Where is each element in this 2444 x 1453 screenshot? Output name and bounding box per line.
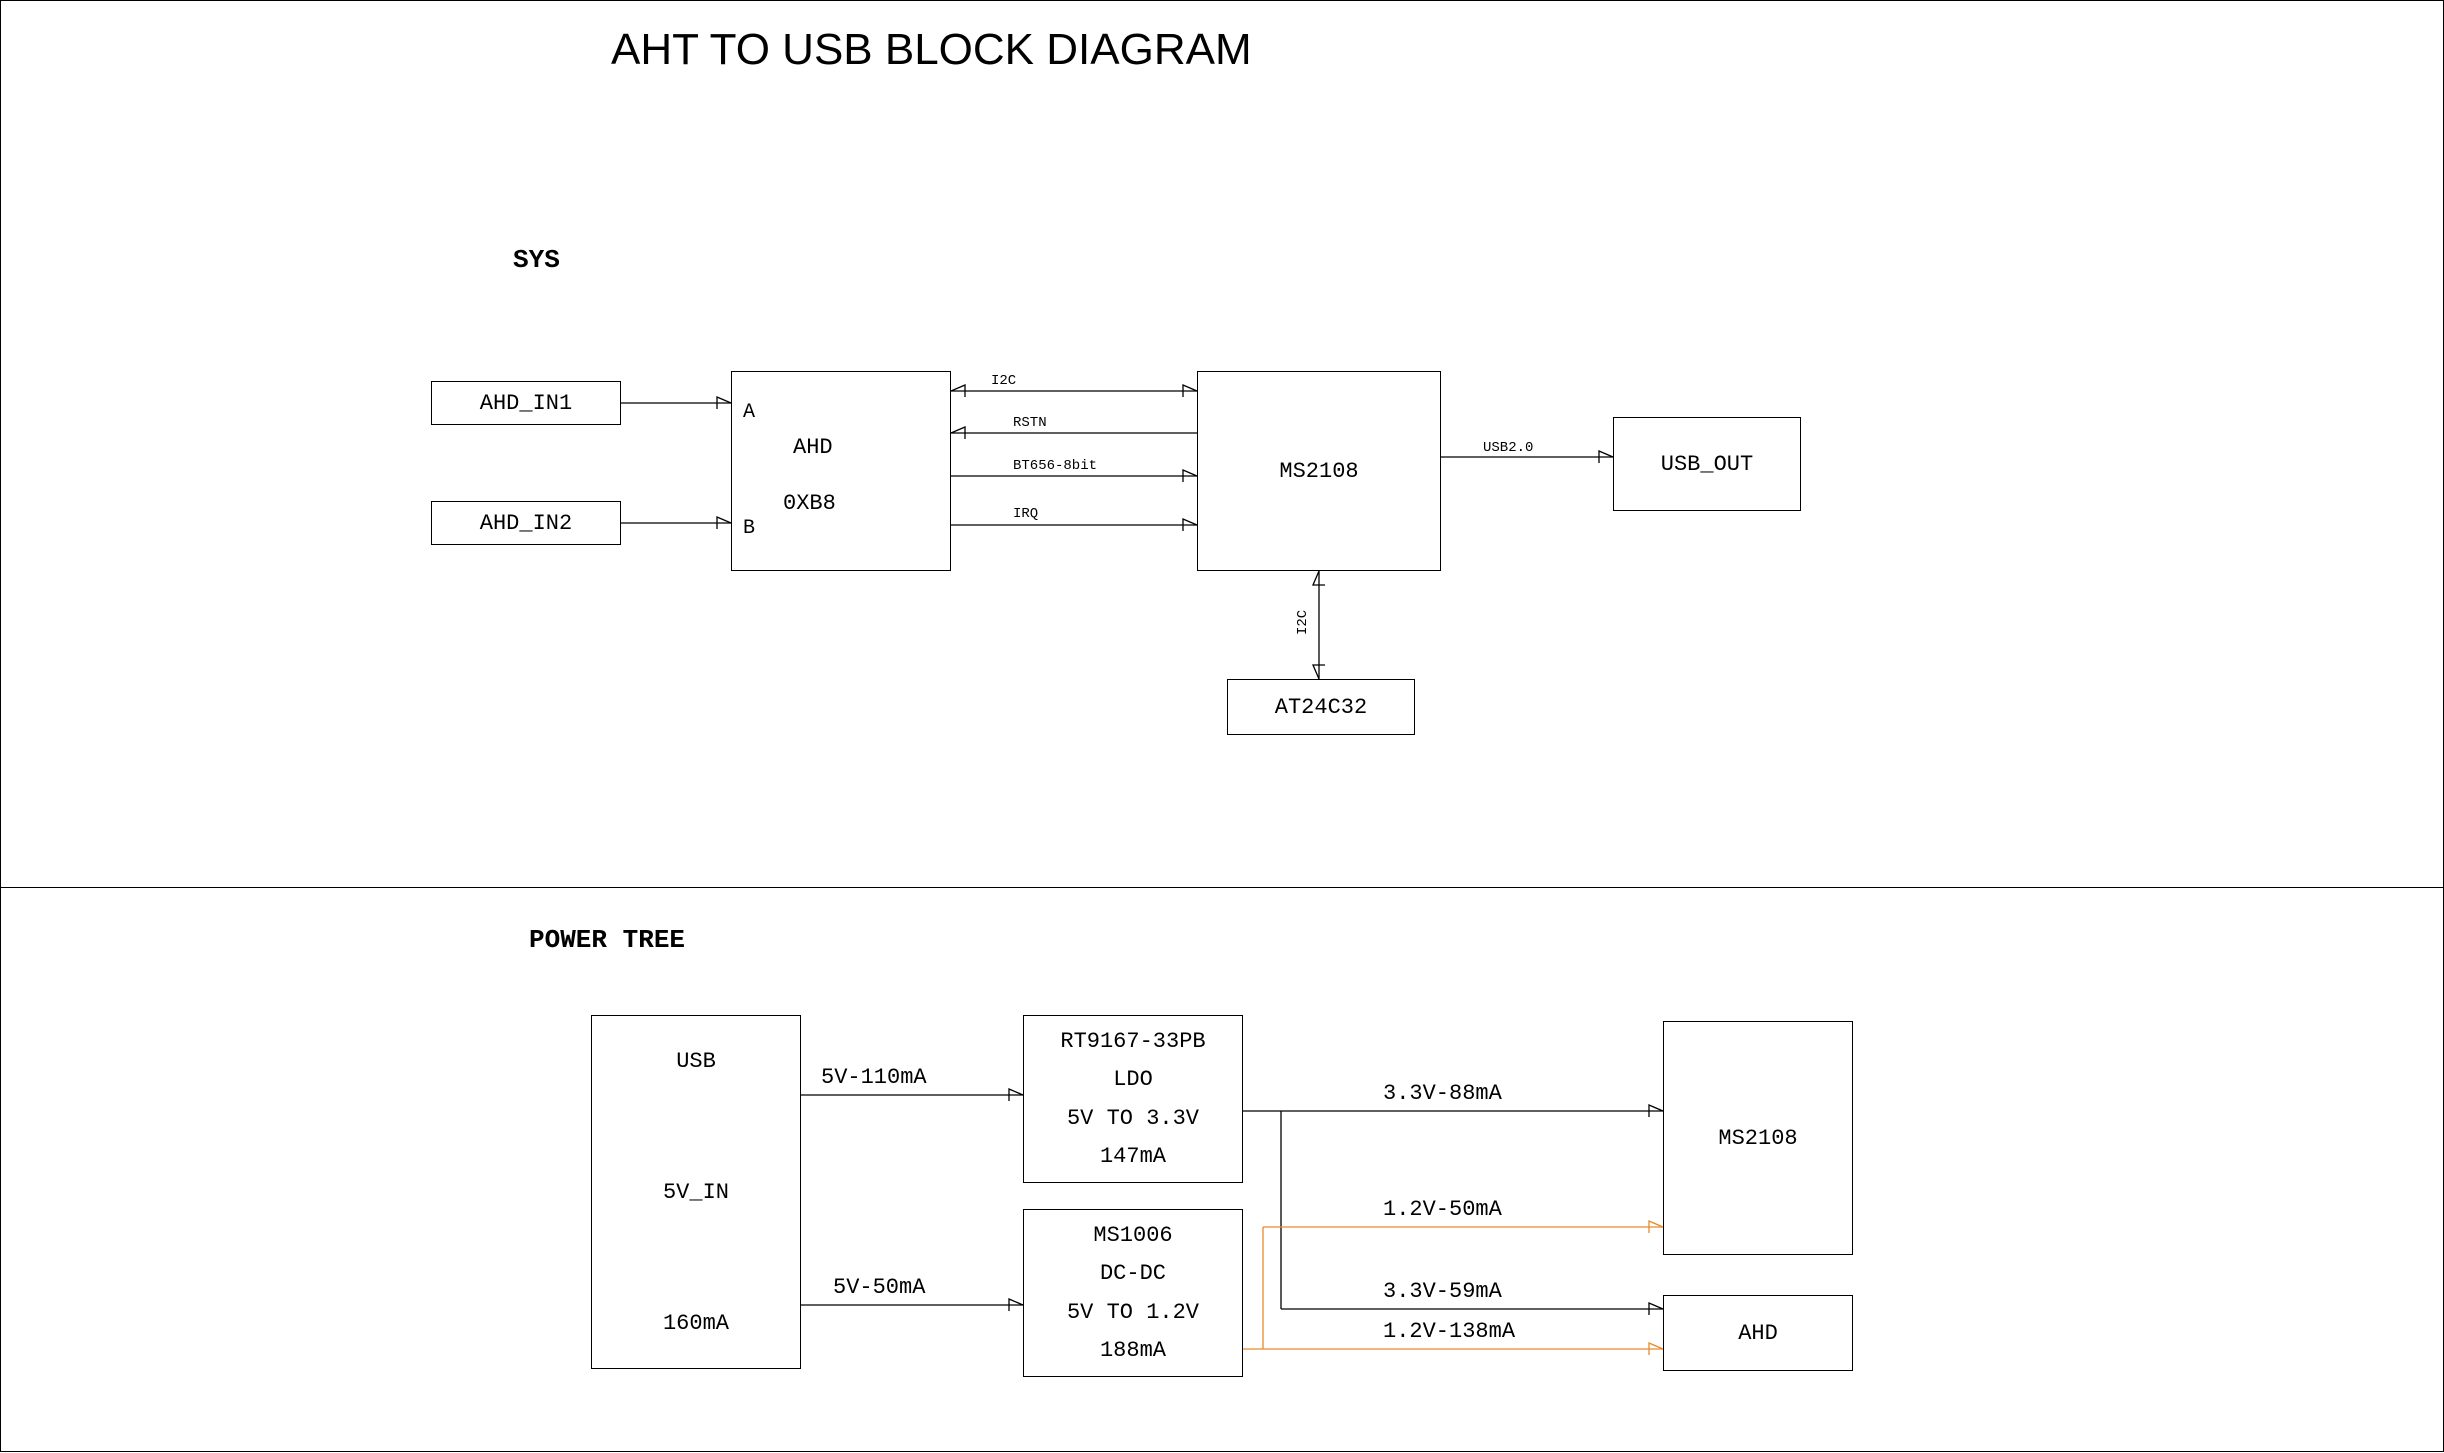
net-label-1v2-50ma: 1.2V-50mA — [1383, 1197, 1502, 1222]
block-ldo-rt9167: RT9167-33PB LDO 5V TO 3.3V 147mA — [1023, 1015, 1243, 1183]
net-label-3v3-59ma: 3.3V-59mA — [1383, 1279, 1502, 1304]
block-ahd-pwr: AHD — [1663, 1295, 1853, 1371]
block-line: MS1006 — [1093, 1223, 1172, 1248]
block-label: MS2108 — [1718, 1126, 1797, 1151]
block-line: 160mA — [663, 1311, 729, 1336]
block-line: LDO — [1113, 1067, 1153, 1092]
block-label: AHD — [1738, 1321, 1778, 1346]
block-line: 5V_IN — [663, 1180, 729, 1205]
block-ms2108-pwr: MS2108 — [1663, 1021, 1853, 1255]
block-dcdc-ms1006: MS1006 DC-DC 5V TO 1.2V 188mA — [1023, 1209, 1243, 1377]
block-line: RT9167-33PB — [1060, 1029, 1205, 1054]
net-label-1v2-138ma: 1.2V-138mA — [1383, 1319, 1515, 1344]
block-line: 5V TO 1.2V — [1067, 1300, 1199, 1325]
diagram-canvas: AHT TO USB BLOCK DIAGRAM SYS POWER TREE … — [0, 0, 2444, 1452]
block-line: 5V TO 3.3V — [1067, 1106, 1199, 1131]
block-line: 147mA — [1100, 1144, 1166, 1169]
block-line: 188mA — [1100, 1338, 1166, 1363]
block-line: USB — [676, 1049, 716, 1074]
block-line: DC-DC — [1100, 1261, 1166, 1286]
net-label-5v-50ma: 5V-50mA — [833, 1275, 925, 1300]
net-label-5v-110ma: 5V-110mA — [821, 1065, 927, 1090]
block-usb-5v-in: USB 5V_IN 160mA — [591, 1015, 801, 1369]
net-label-3v3-88ma: 3.3V-88mA — [1383, 1081, 1502, 1106]
